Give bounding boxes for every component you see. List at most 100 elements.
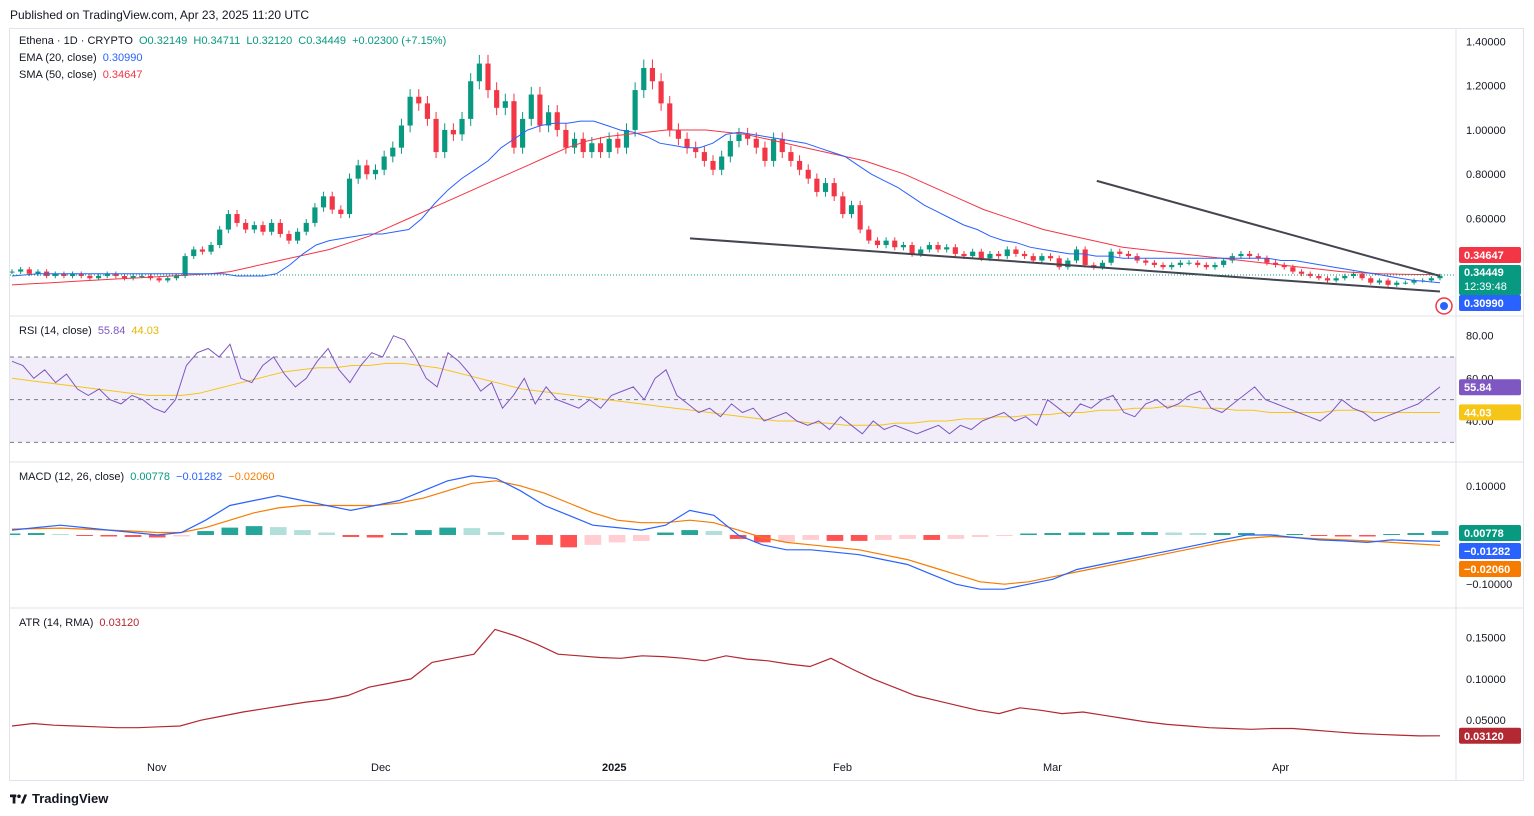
candle-body: [658, 81, 664, 104]
macd-histogram-bar: [947, 535, 965, 539]
macd-histogram-bar: [1044, 533, 1062, 535]
candle-body: [494, 90, 500, 108]
macd-axis-tick: 0.10000: [1466, 481, 1506, 493]
candle-body: [978, 251, 984, 259]
candle-body: [1324, 278, 1331, 281]
sma-legend: SMA (50, close) 0.34647: [19, 69, 145, 81]
macd-histogram-bar: [1068, 532, 1086, 535]
macd-histogram-bar: [390, 533, 408, 535]
time-axis-tick: Feb: [833, 762, 852, 774]
candle-body: [295, 231, 301, 241]
candle-body: [450, 129, 456, 135]
close-value: C0.34449: [298, 35, 346, 47]
candle-body: [1411, 280, 1417, 283]
time-axis-tick: 2025: [602, 762, 626, 774]
candle-body: [18, 269, 24, 272]
macd-line-price-label-bg: [1459, 543, 1521, 559]
candle-body: [805, 169, 811, 179]
candle-body: [156, 278, 162, 281]
candle-body: [502, 101, 508, 108]
candle-body: [606, 138, 612, 153]
tradingview-logo-icon: [10, 794, 28, 803]
candle-body: [1394, 282, 1400, 285]
sma-line: [11, 129, 1441, 286]
atr-price-label: 0.03120: [1464, 731, 1504, 743]
macd-histogram-bar: [1286, 534, 1304, 536]
candle-body: [1281, 264, 1287, 268]
candle-body: [1368, 278, 1374, 283]
macd-label: MACD (12, 26, close): [19, 471, 125, 483]
macd-histogram-bar: [148, 535, 166, 538]
candle-body: [35, 271, 41, 274]
candle-body: [1290, 267, 1296, 272]
macd-histogram-bar: [366, 535, 384, 538]
candle-body: [303, 222, 309, 232]
tradingview-footer[interactable]: TradingView: [10, 791, 108, 806]
candle-body: [1108, 251, 1114, 263]
rsi-axis-tick: 80.00: [1466, 331, 1494, 343]
candle-body: [1117, 251, 1123, 254]
candle-body: [771, 138, 777, 161]
candle-body: [1065, 260, 1071, 268]
macd-line: [11, 475, 1441, 590]
candle-body: [563, 129, 569, 148]
macd-histogram-bar: [173, 535, 190, 537]
macd-histogram-bar: [874, 535, 892, 540]
candle-body: [745, 134, 751, 139]
candle-body: [372, 169, 379, 175]
candle-body: [251, 225, 257, 230]
price-axis-tick: 0.60000: [1466, 213, 1506, 225]
candle-body: [961, 253, 967, 257]
candle-body: [1350, 273, 1357, 277]
candle-body: [727, 141, 733, 157]
candle-body: [753, 138, 759, 148]
candle-body: [1004, 249, 1010, 257]
rsi-label: RSI (14, close): [19, 325, 92, 337]
candle-body: [173, 276, 180, 279]
candle-body: [1316, 276, 1322, 279]
candle-body: [926, 245, 932, 250]
candle-body: [1125, 253, 1132, 257]
macd-histogram-bar: [705, 531, 723, 535]
rsi-legend: RSI (14, close) 55.84 44.03: [19, 325, 162, 337]
macd-histogram-bar: [52, 534, 69, 536]
ema-legend: EMA (20, close) 0.30990: [19, 52, 145, 64]
rsi-ma-line: [11, 362, 1440, 426]
candle-body: [459, 118, 465, 135]
candle-body: [1376, 280, 1382, 283]
chart-frame[interactable]: 1.40000 1.20000 1.00000 0.80000 0.60000 0.346…: [9, 28, 1524, 781]
candle-body: [710, 160, 716, 170]
candle-body: [779, 138, 785, 153]
rsi-price-label: 55.84: [1464, 382, 1492, 394]
candle-body: [693, 147, 699, 153]
candle-body: [364, 165, 370, 175]
candle-body: [900, 245, 906, 248]
candle-body: [857, 205, 863, 230]
ema-value: 0.30990: [102, 52, 143, 64]
macd-line-price-label: −0.01282: [1464, 546, 1510, 558]
candle-body: [286, 233, 292, 241]
atr-line: [11, 628, 1441, 737]
macd-histogram-bar: [608, 535, 626, 543]
macd-histogram-bar: [560, 535, 578, 548]
published-header: Published on TradingView.com, Apr 23, 20…: [10, 8, 310, 22]
candle-body: [918, 249, 924, 254]
macd-histogram-bar: [1092, 532, 1110, 535]
price-axis-tick: 0.80000: [1466, 169, 1506, 181]
macd-histogram-bar: [1238, 533, 1255, 535]
candle-body: [87, 276, 93, 279]
candle-body: [1151, 262, 1157, 265]
rsi-value: 55.84: [97, 325, 126, 337]
candle-body: [485, 63, 491, 91]
macd-histogram-bar: [923, 535, 941, 540]
upper-trendline: [1096, 179, 1441, 277]
candle-body: [883, 240, 889, 246]
sma-value: 0.34647: [102, 69, 143, 81]
candle-body: [1298, 271, 1305, 274]
chart-canvas[interactable]: 1.40000 1.20000 1.00000 0.80000 0.60000 0.346…: [10, 29, 1523, 780]
macd-histogram-bar: [1383, 534, 1400, 536]
atr-price-label-bg: [1459, 727, 1521, 744]
candle-body: [277, 222, 283, 234]
candle-body: [329, 196, 335, 210]
macd-histogram-bar: [511, 535, 529, 540]
